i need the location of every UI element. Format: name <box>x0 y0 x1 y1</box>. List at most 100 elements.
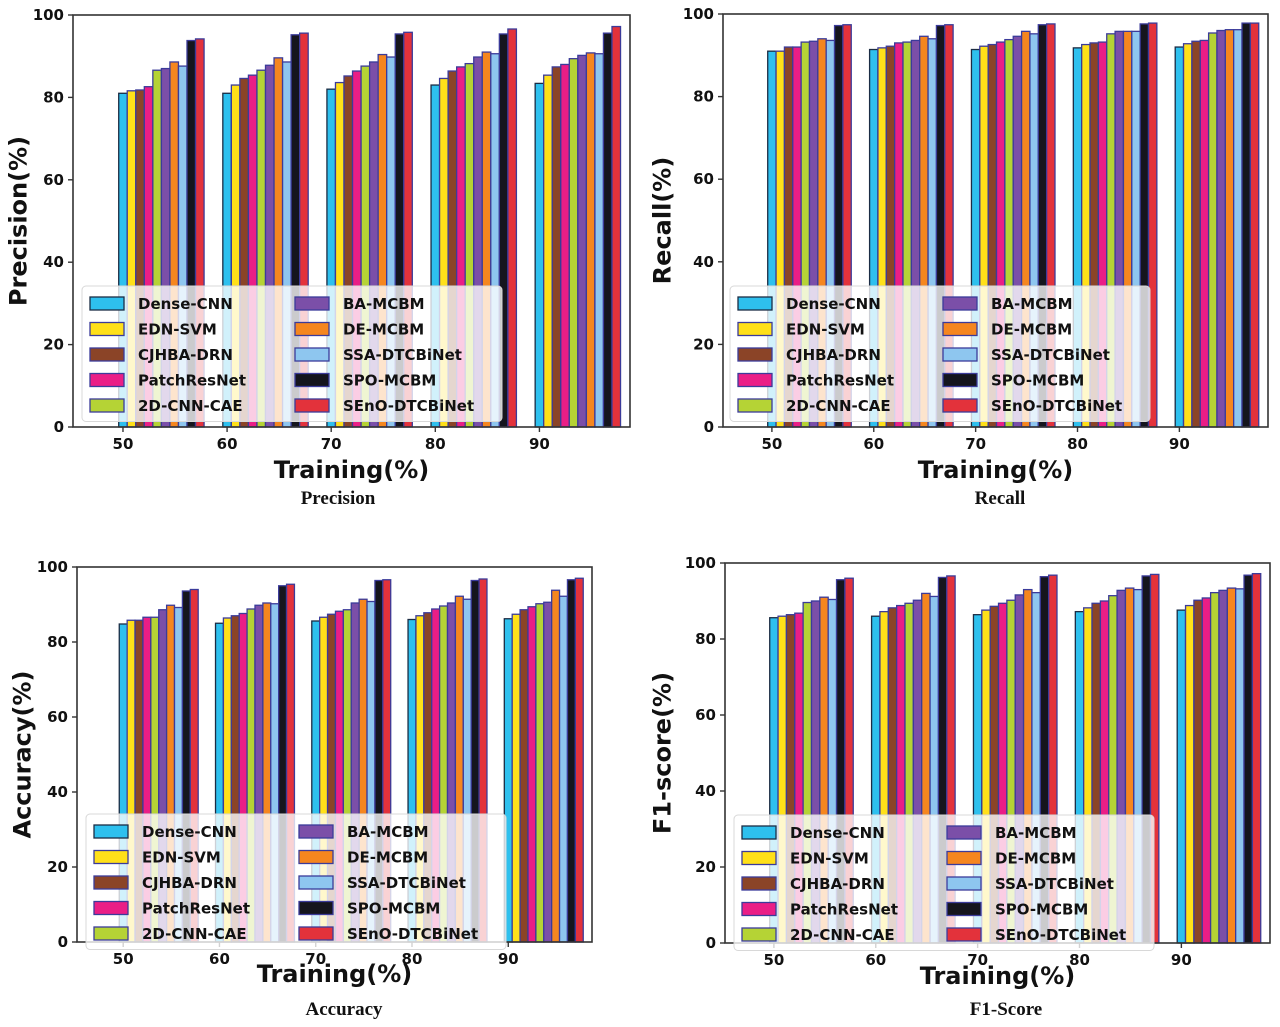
legend-label-ssa-dtcbinet: SSA-DTCBiNet <box>991 346 1110 364</box>
x-tick-label: 70 <box>305 950 326 968</box>
bar-patchresnet-90 <box>527 606 537 943</box>
x-tick-label: 60 <box>217 435 238 453</box>
legend-label-edn-svm: EDN-SVM <box>790 850 869 868</box>
y-tick-label: 80 <box>695 630 716 648</box>
legend-swatch-2d-cnn-cae <box>741 927 777 942</box>
y-axis-title: Precision(%) <box>4 136 32 306</box>
bar-spo-mcbm-90 <box>1241 22 1252 428</box>
legend-swatch-patchresnet <box>89 372 125 388</box>
chart-svg: 0 20 40 60 80 100 50 60 70 80 90 Training(%) F1-scor… <box>648 554 1271 990</box>
bar-ssa-dtcbinet-90 <box>594 53 605 428</box>
legend-swatch-de-mcbm <box>942 321 978 337</box>
bar-de-mcbm-90 <box>585 52 596 428</box>
legend-swatch-2d-cnn-cae <box>89 398 125 413</box>
bar-ssa-dtcbinet-90 <box>1235 588 1245 944</box>
y-axis-title: Recall(%) <box>648 157 676 285</box>
plot-frame <box>722 13 1269 428</box>
y-tick-label: 100 <box>37 558 68 576</box>
legend-label-ba-mcbm: BA-MCBM <box>995 824 1077 842</box>
legend: Dense-CNN EDN-SVM CJHBA-DRN PatchResNet 2D-C… <box>729 285 1151 422</box>
x-tick-label: 90 <box>1171 951 1192 969</box>
legend-swatch-patchresnet <box>737 372 773 388</box>
legend-label-cjhba-drn: CJHBA-DRN <box>142 874 237 892</box>
accuracy-chart-panel: 0 20 40 60 80 100 50 60 70 80 90 Training(%) Accurac… <box>0 520 640 1023</box>
bar-de-mcbm-90 <box>1224 29 1235 428</box>
legend-label-seno-dtcbinet: SEnO-DTCBiNet <box>343 397 474 415</box>
legend-label-seno-dtcbinet: SEnO-DTCBiNet <box>995 926 1126 944</box>
recall-chart-panel: 0 20 40 60 80 100 50 60 70 80 90 Training(%) Recall(… <box>640 0 1280 515</box>
y-tick-label: 20 <box>695 858 716 876</box>
bar-2d-cnn-cae-90 <box>568 58 579 428</box>
bar-patchresnet-90 <box>560 63 570 428</box>
legend-swatch-cjhba-drn <box>741 876 777 891</box>
x-tick-label: 90 <box>529 435 550 453</box>
legend-swatch-patchresnet <box>741 901 777 917</box>
legend-label-2d-cnn-cae: 2D-CNN-CAE <box>138 397 243 415</box>
x-tick-label: 60 <box>865 951 886 969</box>
bar-2d-cnn-cae-90 <box>1207 32 1218 428</box>
legend-label-de-mcbm: DE-MCBM <box>995 850 1076 868</box>
bar-ba-mcbm-90 <box>543 601 553 943</box>
legend-swatch-cjhba-drn <box>89 347 125 362</box>
x-tick-label: 70 <box>965 435 986 453</box>
bar-spo-mcbm-90 <box>602 32 613 428</box>
legend-swatch-2d-cnn-cae <box>93 926 129 941</box>
y-tick-label: 100 <box>685 554 716 572</box>
legend-swatch-ba-mcbm <box>942 296 978 311</box>
x-axis-title: Training(%) <box>918 456 1074 484</box>
legend-swatch-edn-svm <box>93 849 129 865</box>
x-axis-title: Training(%) <box>257 960 413 988</box>
bar-cjhba-drn-90 <box>551 66 562 428</box>
y-tick-label: 20 <box>47 858 68 876</box>
legend-swatch-ssa-dtcbinet <box>942 347 978 362</box>
x-tick-label: 80 <box>1069 951 1090 969</box>
legend-swatch-spo-mcbm <box>942 372 978 388</box>
y-tick-label: 0 <box>58 933 68 951</box>
plot-frame <box>72 14 631 428</box>
bar-dense-cnn-90 <box>1174 46 1185 428</box>
x-tick-label: 70 <box>321 435 342 453</box>
precision-caption: Precision <box>300 488 376 509</box>
bar-spo-mcbm-90 <box>1243 574 1254 944</box>
legend-label-patchresnet: PatchResNet <box>142 900 250 918</box>
legend-label-cjhba-drn: CJHBA-DRN <box>138 346 233 364</box>
x-tick-label: 50 <box>113 950 134 968</box>
bar-seno-dtcbinet-90 <box>1249 22 1260 428</box>
x-tick-label: 90 <box>1169 435 1190 453</box>
precision-chart-panel: 0 20 40 60 80 100 50 60 70 80 90 Training(%) Precisi… <box>0 0 640 515</box>
bar-patchresnet-90 <box>1199 39 1210 428</box>
legend-swatch-dense-cnn <box>93 824 129 839</box>
y-tick-label: 60 <box>695 706 716 724</box>
legend-swatch-dense-cnn <box>741 825 777 840</box>
legend-label-cjhba-drn: CJHBA-DRN <box>786 346 881 364</box>
bars <box>118 25 622 428</box>
bar-cjhba-drn-90 <box>1193 599 1203 944</box>
legend-label-patchresnet: PatchResNet <box>786 372 894 390</box>
legend-swatch-seno-dtcbinet <box>294 398 330 413</box>
legend-swatch-de-mcbm <box>294 321 330 337</box>
y-axis-title: Accuracy(%) <box>8 671 36 839</box>
x-tick-label: 50 <box>763 951 784 969</box>
x-tick-label: 80 <box>425 435 446 453</box>
legend-label-de-mcbm: DE-MCBM <box>347 849 428 867</box>
legend-swatch-seno-dtcbinet <box>298 926 334 941</box>
legend-label-ssa-dtcbinet: SSA-DTCBiNet <box>343 346 462 364</box>
bar-dense-cnn-90 <box>1176 609 1187 944</box>
legend-label-ba-mcbm: BA-MCBM <box>347 823 429 841</box>
legend-label-spo-mcbm: SPO-MCBM <box>991 372 1084 390</box>
x-tick-label: 50 <box>761 435 782 453</box>
legend-swatch-spo-mcbm <box>294 372 330 388</box>
y-tick-label: 20 <box>693 335 714 353</box>
y-tick-label: 60 <box>47 708 68 726</box>
legend-label-de-mcbm: DE-MCBM <box>991 321 1072 339</box>
x-tick-label: 60 <box>863 435 884 453</box>
y-axis-title: F1-score(%) <box>648 672 676 834</box>
legend-label-edn-svm: EDN-SVM <box>142 849 221 867</box>
legend-swatch-seno-dtcbinet <box>946 927 982 942</box>
y-tick-label: 40 <box>47 783 68 801</box>
legend-label-cjhba-drn: CJHBA-DRN <box>790 875 885 893</box>
y-tick-label: 0 <box>704 418 714 436</box>
bar-ssa-dtcbinet-90 <box>558 595 569 943</box>
legend-swatch-edn-svm <box>89 321 125 337</box>
y-tick-label: 80 <box>47 633 68 651</box>
